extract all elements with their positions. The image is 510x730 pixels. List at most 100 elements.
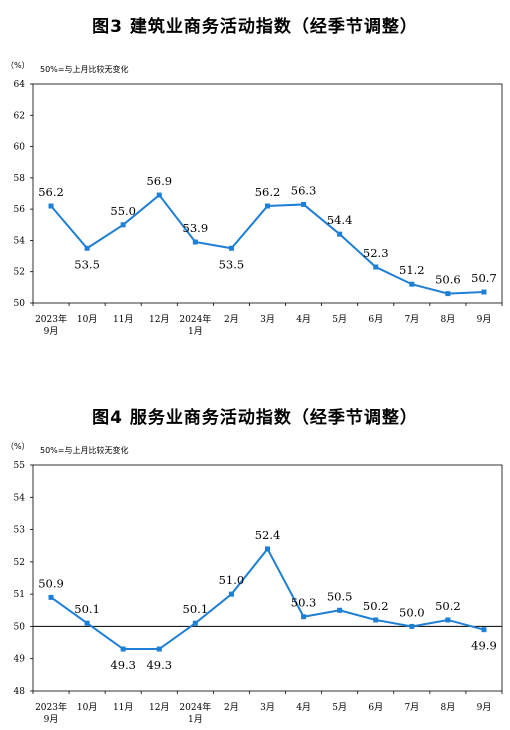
plot-frame (32, 83, 503, 304)
data-label: 49.3 (110, 658, 136, 672)
data-point (84, 620, 90, 626)
data-label: 50.9 (38, 576, 64, 590)
y-tick-label: 50 (14, 622, 26, 632)
x-tick-label: 2024年 (179, 701, 211, 713)
x-tick-label: 2023年 (35, 313, 67, 325)
data-label: 50.0 (399, 605, 425, 619)
data-point (120, 222, 126, 228)
data-point (192, 239, 198, 245)
data-point (301, 201, 307, 207)
data-point (84, 245, 90, 251)
x-tick-label: 9月 (477, 702, 492, 713)
data-label: 50.2 (435, 599, 461, 613)
x-tick-label: 9月 (477, 314, 492, 325)
data-point (481, 289, 487, 295)
x-tick-label: 4月 (296, 314, 311, 325)
chart-note: 50%=与上月比较无变化 (40, 65, 129, 74)
y-tick-label: 53 (14, 526, 26, 536)
x-tick-label: 8月 (441, 702, 456, 713)
data-point (265, 203, 270, 209)
x-tick-label: 10月 (77, 314, 97, 325)
data-label: 50.1 (74, 602, 100, 616)
data-label: 50.3 (291, 596, 317, 610)
chart-3-block: 图3 建筑业商务活动指数（经季节调整） （%） 50%=与上月比较无变化 50 5… (6, 17, 503, 337)
chart-title: 图3 建筑业商务活动指数（经季节调整） (92, 17, 418, 37)
y-tick-label: 62 (14, 111, 25, 121)
data-point (373, 617, 379, 623)
data-point (48, 203, 54, 209)
data-label: 51.2 (399, 263, 425, 277)
data-label: 50.1 (183, 602, 209, 616)
chart-4-block: 图4 服务业商务活动指数（经季节调整） （%） 50%=与上月比较无变化 48 4… (0, 365, 510, 730)
y-unit-label: （%） (6, 442, 30, 451)
y-tick-label: 55 (14, 461, 26, 471)
data-point (409, 281, 415, 287)
data-point (445, 291, 451, 297)
x-tick-label: 4月 (296, 702, 311, 713)
x-tick-label: 2月 (224, 314, 239, 325)
data-label: 53.5 (219, 257, 245, 271)
data-label: 50.2 (363, 599, 389, 613)
y-tick-label: 58 (14, 174, 26, 184)
data-label: 56.2 (38, 185, 64, 199)
data-label: 52.3 (363, 246, 389, 260)
data-point (156, 192, 162, 198)
data-label: 56.2 (255, 185, 281, 199)
x-tick-label: 12月 (149, 314, 169, 325)
series-line (50, 547, 485, 651)
data-label: 51.0 (219, 573, 245, 587)
data-point (156, 646, 162, 652)
y-tick-label: 56 (14, 205, 26, 215)
data-label: 50.5 (327, 589, 353, 603)
x-tick-label: 5月 (332, 314, 347, 325)
data-point (48, 594, 54, 600)
x-tick-label: 3月 (260, 314, 275, 325)
data-point (373, 264, 379, 270)
x-tick-label: 11月 (113, 702, 133, 713)
x-tick-label: 1月 (188, 326, 203, 337)
x-tick-label: 2024年 (179, 313, 211, 325)
x-tick-label: 6月 (368, 702, 383, 713)
data-label: 56.9 (146, 174, 172, 188)
y-tick-label: 54 (14, 493, 26, 503)
x-tick-label: 2月 (224, 702, 239, 713)
data-point (228, 591, 234, 597)
data-label: 54.4 (327, 213, 353, 227)
y-unit-label: （%） (6, 61, 30, 70)
data-label: 49.9 (471, 639, 497, 653)
data-point (120, 646, 126, 652)
data-label: 53.9 (183, 221, 209, 235)
data-point (337, 231, 343, 237)
x-tick-label: 3月 (260, 702, 275, 713)
x-tick-label: 5月 (332, 702, 347, 713)
data-label: 50.7 (471, 271, 497, 285)
y-tick-label: 52 (14, 558, 25, 568)
data-label: 56.3 (291, 183, 317, 197)
y-tick-label: 49 (14, 655, 26, 665)
data-label: 49.3 (146, 658, 172, 672)
data-point (409, 623, 415, 629)
x-tick-label: 2023年 (35, 701, 67, 713)
data-label: 55.0 (110, 204, 136, 218)
chart-title: 图4 服务业商务活动指数（经季节调整） (92, 408, 418, 428)
data-point (301, 614, 307, 620)
x-tick-label: 9月 (44, 326, 59, 337)
x-tick-label: 9月 (44, 714, 59, 725)
x-tick-label: 7月 (404, 702, 419, 713)
data-point (445, 617, 451, 623)
x-tick-label: 10月 (77, 702, 97, 713)
x-tick-label: 11月 (113, 314, 133, 325)
data-label: 50.6 (435, 273, 461, 287)
x-tick-label: 6月 (368, 314, 383, 325)
data-point (481, 627, 487, 633)
data-point (265, 546, 270, 552)
data-point (192, 620, 198, 626)
y-tick-label: 52 (14, 268, 25, 278)
y-tick-label: 54 (14, 236, 26, 246)
chart-note: 50%=与上月比较无变化 (40, 446, 129, 455)
x-tick-label: 12月 (149, 702, 169, 713)
y-tick-label: 64 (14, 80, 26, 90)
data-label: 52.4 (255, 528, 281, 542)
